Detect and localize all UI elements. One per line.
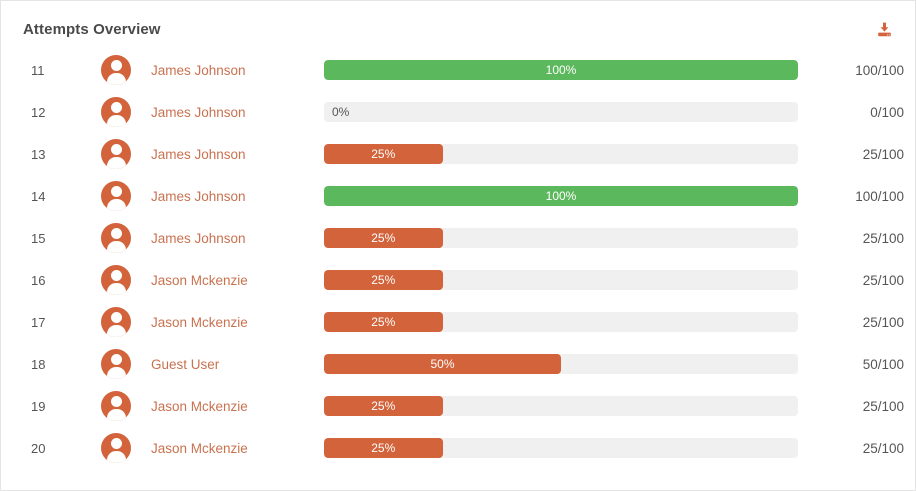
user-name-link[interactable]: James Johnson <box>151 62 246 78</box>
user-name-link[interactable]: Jason Mckenzie <box>151 440 248 456</box>
score-value: 25/100 <box>862 230 904 246</box>
user-avatar-icon <box>101 55 131 85</box>
progress-fill: 100% <box>324 186 798 206</box>
score-value: 100/100 <box>855 62 904 78</box>
attempt-row: 13 James Johnson 25% 25/100 <box>1 133 915 175</box>
progress-bar: 50% <box>324 354 798 374</box>
attempt-number: 13 <box>31 146 46 162</box>
score-value: 100/100 <box>855 188 904 204</box>
download-icon <box>878 22 891 36</box>
progress-fill: 25% <box>324 438 443 458</box>
progress-bar: 100% <box>324 186 798 206</box>
user-name-link[interactable]: James Johnson <box>151 188 246 204</box>
user-avatar-icon <box>101 181 131 211</box>
progress-fill: 25% <box>324 144 443 164</box>
user-avatar-icon <box>101 391 131 421</box>
progress-bar: 25% <box>324 270 798 290</box>
progress-percent-label: 25% <box>371 273 396 287</box>
progress-fill: 0% <box>324 102 798 122</box>
progress-bar: 0% <box>324 102 798 122</box>
user-name-link[interactable]: Jason Mckenzie <box>151 314 248 330</box>
user-name-link[interactable]: Guest User <box>151 356 220 372</box>
progress-fill: 25% <box>324 270 443 290</box>
attempts-list: 11 James Johnson 100% 100/100 12 James J… <box>1 49 915 469</box>
score-value: 25/100 <box>862 272 904 288</box>
score-value: 25/100 <box>862 314 904 330</box>
progress-percent-label: 100% <box>545 189 577 203</box>
attempt-row: 14 James Johnson 100% 100/100 <box>1 175 915 217</box>
attempt-row: 19 Jason Mckenzie 25% 25/100 <box>1 385 915 427</box>
download-button[interactable] <box>874 19 895 40</box>
attempt-row: 20 Jason Mckenzie 25% 25/100 <box>1 427 915 469</box>
user-name-link[interactable]: Jason Mckenzie <box>151 398 248 414</box>
progress-bar: 25% <box>324 312 798 332</box>
score-value: 25/100 <box>862 146 904 162</box>
attempt-number: 18 <box>31 356 46 372</box>
attempt-row: 16 Jason Mckenzie 25% 25/100 <box>1 259 915 301</box>
user-avatar-icon <box>101 433 131 463</box>
score-value: 25/100 <box>862 398 904 414</box>
user-avatar-icon <box>101 307 131 337</box>
progress-bar: 100% <box>324 60 798 80</box>
user-name-link[interactable]: James Johnson <box>151 230 246 246</box>
attempt-number: 19 <box>31 398 46 414</box>
progress-fill: 50% <box>324 354 561 374</box>
attempt-row: 18 Guest User 50% 50/100 <box>1 343 915 385</box>
progress-bar: 25% <box>324 228 798 248</box>
attempt-number: 11 <box>31 62 45 78</box>
progress-percent-label: 0% <box>332 105 350 119</box>
attempt-row: 11 James Johnson 100% 100/100 <box>1 49 915 91</box>
user-avatar-icon <box>101 349 131 379</box>
progress-percent-label: 25% <box>371 147 396 161</box>
progress-percent-label: 25% <box>371 399 396 413</box>
panel-header: Attempts Overview <box>1 1 915 49</box>
progress-percent-label: 25% <box>371 315 396 329</box>
progress-percent-label: 25% <box>371 231 396 245</box>
attempt-number: 16 <box>31 272 46 288</box>
progress-fill: 25% <box>324 312 443 332</box>
user-avatar-icon <box>101 265 131 295</box>
user-avatar-icon <box>101 223 131 253</box>
progress-fill: 100% <box>324 60 798 80</box>
page-title: Attempts Overview <box>23 20 161 38</box>
user-name-link[interactable]: James Johnson <box>151 104 246 120</box>
score-value: 0/100 <box>870 104 904 120</box>
progress-bar: 25% <box>324 396 798 416</box>
attempt-number: 20 <box>31 440 46 456</box>
attempt-number: 14 <box>31 188 46 204</box>
progress-percent-label: 50% <box>430 357 455 371</box>
attempt-row: 12 James Johnson 0% 0/100 <box>1 91 915 133</box>
user-avatar-icon <box>101 97 131 127</box>
score-value: 50/100 <box>862 356 904 372</box>
attempt-row: 17 Jason Mckenzie 25% 25/100 <box>1 301 915 343</box>
attempt-number: 17 <box>31 314 46 330</box>
attempt-row: 15 James Johnson 25% 25/100 <box>1 217 915 259</box>
user-name-link[interactable]: Jason Mckenzie <box>151 272 248 288</box>
progress-bar: 25% <box>324 438 798 458</box>
user-name-link[interactable]: James Johnson <box>151 146 246 162</box>
progress-fill: 25% <box>324 396 443 416</box>
progress-bar: 25% <box>324 144 798 164</box>
attempt-number: 12 <box>31 104 46 120</box>
user-avatar-icon <box>101 139 131 169</box>
progress-percent-label: 100% <box>545 63 577 77</box>
progress-percent-label: 25% <box>371 441 396 455</box>
attempt-number: 15 <box>31 230 46 246</box>
progress-fill: 25% <box>324 228 443 248</box>
score-value: 25/100 <box>862 440 904 456</box>
